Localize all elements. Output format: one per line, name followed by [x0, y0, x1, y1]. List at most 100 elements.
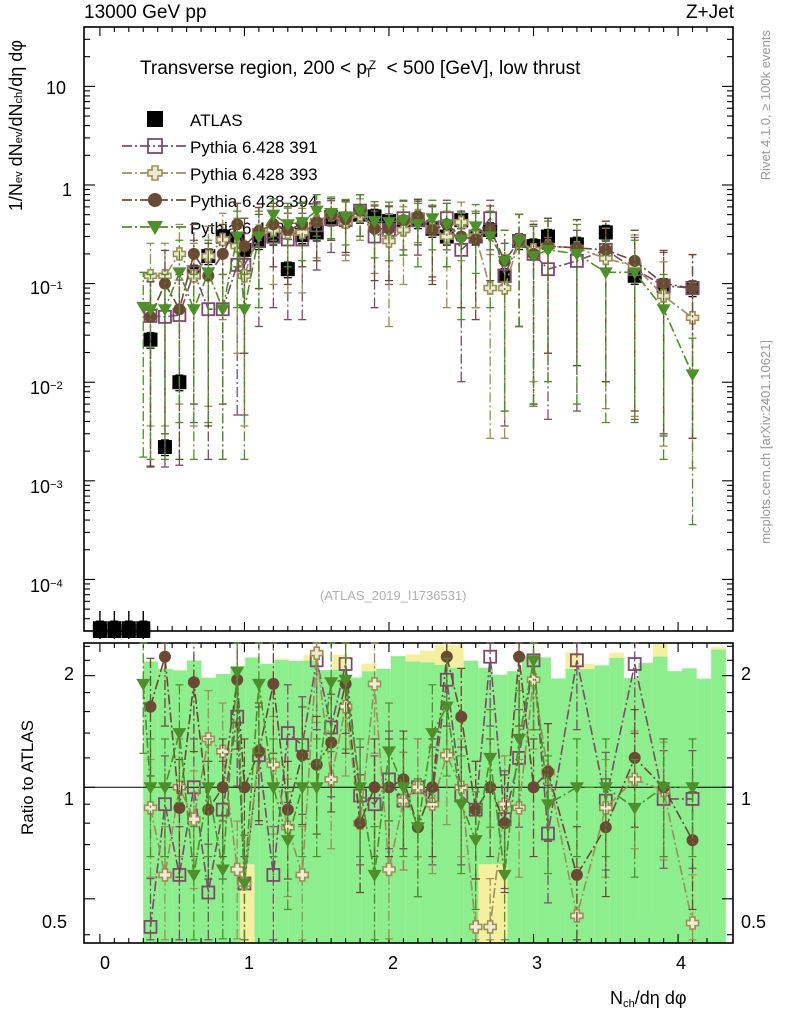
legend-symbol-1: [122, 138, 188, 154]
marker-filled-triangle-down: [237, 878, 252, 891]
legend-label-p391: Pythia 6.428 391: [190, 138, 318, 157]
main-ytick-1e-1: 10−1: [30, 278, 63, 298]
marker-filled-triangle-down: [324, 207, 339, 220]
marker-open-cross: [382, 862, 396, 877]
marker-filled-circle: [354, 817, 367, 830]
marker-filled-triangle-down: [483, 231, 498, 244]
marker-filled-circle: [513, 650, 526, 663]
marker-filled-circle: [382, 781, 395, 794]
band-inner: [711, 649, 726, 943]
marker-filled-circle: [628, 751, 641, 764]
marker-filled-circle: [628, 254, 641, 267]
marker-filled-circle: [426, 781, 439, 794]
marker-filled-triangle-down: [353, 782, 368, 795]
marker-filled-triangle-down: [157, 304, 172, 317]
ratio-line: [149, 656, 693, 927]
main-ytick-1e-2: 10−2: [30, 378, 63, 398]
marker-filled-triangle-down: [215, 304, 230, 317]
band-outer-notch: [240, 864, 251, 943]
uncertainty-bands: [143, 643, 726, 943]
marker-filled-triangle-down: [627, 802, 642, 815]
marker-filled-triangle-down: [230, 231, 245, 244]
xtick-4: 4: [676, 953, 687, 973]
marker-filled-triangle-down: [143, 304, 158, 317]
marker-filled-triangle-down: [396, 782, 411, 795]
marker-filled-circle: [368, 781, 381, 794]
marker-open-cross: [685, 310, 700, 325]
marker-filled-triangle-down: [251, 231, 266, 244]
legend-symbol-2: [122, 165, 188, 181]
marker-filled-triangle-down: [656, 304, 671, 317]
marker-filled-triangle-down: [143, 782, 158, 795]
marker-filled-triangle-down: [468, 221, 483, 234]
marker-filled-triangle-down: [230, 666, 245, 679]
marker-filled-circle: [187, 676, 200, 689]
marker-open-square: [627, 657, 642, 671]
marker-filled-triangle-down: [147, 221, 163, 235]
marker-filled-triangle-down: [425, 213, 440, 226]
ratio-ytick-05-right: 0.5: [741, 912, 767, 932]
marker-filled-circle: [144, 700, 157, 713]
marker-open-cross: [158, 868, 172, 882]
marker-filled-circle: [686, 834, 699, 847]
marker-open-cross: [599, 801, 613, 815]
marker-open-square: [569, 653, 584, 668]
marker-filled-triangle-down: [497, 869, 512, 882]
marker-open-cross: [468, 920, 483, 934]
marker-filled-triangle-down: [381, 217, 396, 230]
ratio-series-layer: [136, 642, 700, 941]
marker-open-cross: [367, 677, 382, 691]
band-inner: [565, 668, 581, 943]
marker-filled-triangle-down: [454, 234, 469, 247]
header-process-label: Z+Jet: [685, 2, 734, 23]
marker-filled-triangle-down: [280, 219, 295, 232]
marker-filled-triangle-down: [353, 205, 368, 218]
marker-open-cross: [295, 868, 310, 882]
marker-filled-triangle-down: [425, 728, 440, 741]
marker-open-square: [483, 649, 498, 664]
marker-filled-circle: [148, 193, 162, 207]
marker-open-cross: [147, 165, 163, 181]
marker-filled-triangle-down: [396, 215, 411, 228]
band-inner: [638, 663, 653, 943]
band-inner: [521, 655, 537, 943]
series-line: [150, 213, 694, 319]
marker-filled-triangle-down: [172, 267, 187, 280]
marker-filled-triangle-down: [569, 248, 584, 261]
marker-filled-triangle-down: [251, 678, 266, 691]
marker-filled-triangle-down: [512, 733, 527, 746]
ratio-ytick-2-left: 2: [64, 664, 75, 684]
marker-filled-circle: [527, 781, 540, 794]
marker-filled-circle: [216, 781, 229, 794]
marker-filled-triangle-down: [186, 869, 201, 882]
marker-filled-triangle-down: [540, 799, 555, 812]
marker-filled-circle: [231, 218, 244, 231]
marker-filled-triangle-down: [454, 799, 469, 812]
marker-filled-triangle-down: [295, 782, 310, 795]
xtick-2: 2: [388, 953, 399, 973]
marker-open-square: [147, 138, 163, 154]
marker-filled-circle: [267, 218, 280, 231]
legend-symbol-4: [122, 221, 188, 235]
marker-open-square: [143, 919, 158, 934]
plot-title: Transverse region, 200 < p ZT < 500 [GeV]…: [140, 58, 581, 80]
marker-filled-triangle-down: [338, 211, 353, 224]
legend-symbols: [122, 111, 188, 235]
marker-open-cross: [483, 920, 497, 934]
marker-open-cross: [215, 744, 230, 759]
header-beam-label: 13000 GeV pp: [84, 2, 207, 23]
marker-filled-triangle-down: [526, 251, 541, 264]
marker-filled-circle: [296, 749, 309, 762]
band-inner: [405, 661, 420, 943]
marker-filled-circle: [686, 282, 699, 295]
xtick-3: 3: [532, 953, 543, 973]
marker-filled-triangle-down: [483, 752, 498, 765]
marker-filled-triangle-down: [266, 209, 281, 222]
marker-filled-triangle-down: [439, 701, 454, 714]
marker-filled-triangle-down: [186, 304, 201, 317]
marker-filled-triangle-down: [627, 267, 642, 280]
marker-open-cross: [685, 916, 700, 930]
marker-filled-triangle-down: [468, 835, 483, 848]
marker-filled-circle: [368, 222, 381, 235]
